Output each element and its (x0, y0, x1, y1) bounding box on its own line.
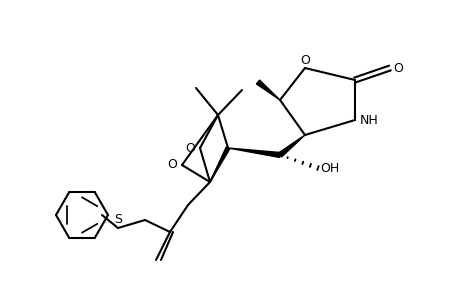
Polygon shape (210, 147, 229, 182)
Text: O: O (299, 53, 309, 67)
Text: OH: OH (319, 161, 339, 175)
Polygon shape (256, 80, 280, 100)
Polygon shape (278, 135, 304, 157)
Text: O: O (167, 158, 177, 172)
Text: O: O (392, 61, 402, 74)
Polygon shape (228, 148, 280, 158)
Text: NH: NH (359, 113, 378, 127)
Text: O: O (185, 142, 195, 154)
Text: S: S (114, 214, 122, 226)
